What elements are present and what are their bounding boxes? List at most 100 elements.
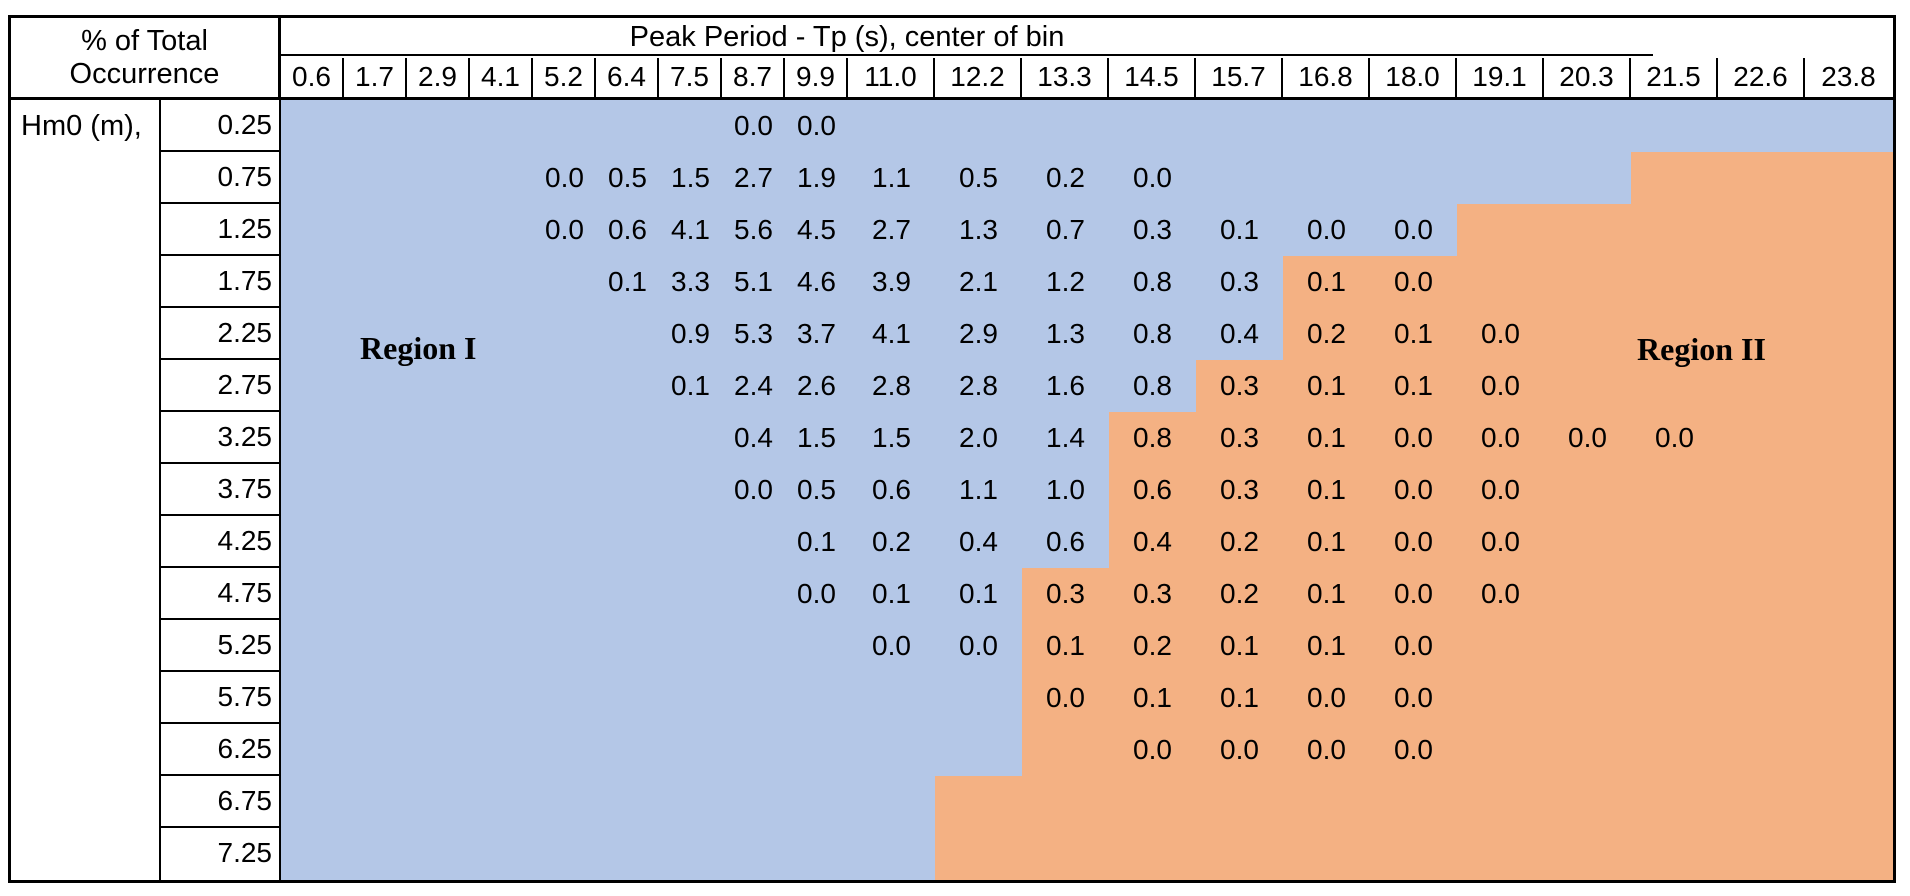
cell-hm0-3.75-tp-14.5: 0.6 bbox=[1109, 464, 1196, 516]
row-header-4.25: 4.25 bbox=[161, 516, 279, 568]
cell-hm0-3.75-tp-19.1: 0.0 bbox=[1457, 464, 1544, 516]
col-header-20.3: 20.3 bbox=[1544, 58, 1631, 97]
cell-hm0-7.25-tp-12.2 bbox=[935, 828, 1022, 880]
column-header-row: 0.6 1.7 2.9 4.1 5.2 6.4 7.5 8.7 9.9 11.0 12.2 13.3 1… bbox=[281, 58, 1893, 100]
row-header-2.25: 2.25 bbox=[161, 308, 279, 360]
cell-hm0-6.75-tp-0.6 bbox=[281, 776, 344, 828]
cell-hm0-4.25-tp-23.8 bbox=[1805, 516, 1893, 568]
cell-hm0-2.75-tp-8.7: 2.4 bbox=[722, 360, 785, 412]
cell-hm0-2.75-tp-5.2 bbox=[533, 360, 596, 412]
row-header-7.25: 7.25 bbox=[161, 828, 279, 880]
cell-hm0-5.25-tp-12.2: 0.0 bbox=[935, 620, 1022, 672]
cell-hm0-5.25-tp-2.9 bbox=[407, 620, 470, 672]
cell-hm0-4.75-tp-0.6 bbox=[281, 568, 344, 620]
cell-hm0-0.75-tp-20.3 bbox=[1544, 152, 1631, 204]
cell-hm0-2.75-tp-23.8 bbox=[1805, 360, 1893, 412]
cell-hm0-0.75-tp-21.5 bbox=[1631, 152, 1718, 204]
data-row-hm0-2.75: 0.1 2.4 2.6 2.8 2.8 1.6 0.8 0.3 0.1 0.1 0.0 bbox=[281, 360, 1893, 412]
cell-hm0-2.75-tp-4.1 bbox=[470, 360, 533, 412]
cell-hm0-1.75-tp-23.8 bbox=[1805, 256, 1893, 308]
cell-hm0-6.25-tp-7.5 bbox=[659, 724, 722, 776]
cell-hm0-3.75-tp-1.7 bbox=[344, 464, 407, 516]
cell-hm0-3.25-tp-16.8: 0.1 bbox=[1283, 412, 1370, 464]
cell-hm0-2.25-tp-20.3 bbox=[1544, 308, 1631, 360]
cell-hm0-4.75-tp-20.3 bbox=[1544, 568, 1631, 620]
cell-hm0-4.75-tp-16.8: 0.1 bbox=[1283, 568, 1370, 620]
cell-hm0-2.75-tp-0.6 bbox=[281, 360, 344, 412]
col-header-12.2: 12.2 bbox=[935, 58, 1022, 97]
cell-hm0-1.25-tp-13.3: 0.7 bbox=[1022, 204, 1109, 256]
cell-hm0-4.25-tp-21.5 bbox=[1631, 516, 1718, 568]
cell-hm0-5.25-tp-14.5: 0.2 bbox=[1109, 620, 1196, 672]
cell-hm0-1.25-tp-18.0: 0.0 bbox=[1370, 204, 1457, 256]
cell-hm0-5.75-tp-8.7 bbox=[722, 672, 785, 724]
cell-hm0-1.75-tp-13.3: 1.2 bbox=[1022, 256, 1109, 308]
cell-hm0-2.75-tp-14.5: 0.8 bbox=[1109, 360, 1196, 412]
data-row-hm0-3.25: 0.4 1.5 1.5 2.0 1.4 0.8 0.3 0.1 0.0 0.0 0.0 0.0 bbox=[281, 412, 1893, 464]
cell-hm0-5.75-tp-23.8 bbox=[1805, 672, 1893, 724]
cell-hm0-0.75-tp-4.1 bbox=[470, 152, 533, 204]
cell-hm0-6.75-tp-12.2 bbox=[935, 776, 1022, 828]
col-header-14.5: 14.5 bbox=[1109, 58, 1196, 97]
row-header-5.75: 5.75 bbox=[161, 672, 279, 724]
cell-hm0-5.25-tp-13.3: 0.1 bbox=[1022, 620, 1109, 672]
cell-hm0-3.75-tp-6.4 bbox=[596, 464, 659, 516]
row-header-1.75: 1.75 bbox=[161, 256, 279, 308]
cell-hm0-3.75-tp-9.9: 0.5 bbox=[785, 464, 848, 516]
cell-hm0-1.25-tp-11.0: 2.7 bbox=[848, 204, 935, 256]
cell-hm0-4.25-tp-8.7 bbox=[722, 516, 785, 568]
data-row-hm0-2.25: 0.9 5.3 3.7 4.1 2.9 1.3 0.8 0.4 0.2 0.1 0.0 bbox=[281, 308, 1893, 360]
cell-hm0-4.25-tp-12.2: 0.4 bbox=[935, 516, 1022, 568]
corner-header: % of Total Occurrence bbox=[11, 18, 281, 100]
cell-hm0-7.25-tp-14.5 bbox=[1109, 828, 1196, 880]
row-header-0.25: 0.25 bbox=[161, 100, 279, 152]
cell-hm0-5.25-tp-15.7: 0.1 bbox=[1196, 620, 1283, 672]
cell-hm0-0.75-tp-14.5: 0.0 bbox=[1109, 152, 1196, 204]
cell-hm0-1.75-tp-8.7: 5.1 bbox=[722, 256, 785, 308]
row-header-2.75: 2.75 bbox=[161, 360, 279, 412]
cell-hm0-2.25-tp-11.0: 4.1 bbox=[848, 308, 935, 360]
cell-hm0-5.25-tp-1.7 bbox=[344, 620, 407, 672]
cell-hm0-0.75-tp-2.9 bbox=[407, 152, 470, 204]
cell-hm0-5.25-tp-6.4 bbox=[596, 620, 659, 672]
cell-hm0-7.25-tp-7.5 bbox=[659, 828, 722, 880]
cell-hm0-1.25-tp-0.6 bbox=[281, 204, 344, 256]
cell-hm0-7.25-tp-22.6 bbox=[1718, 828, 1805, 880]
cell-hm0-6.75-tp-4.1 bbox=[470, 776, 533, 828]
cell-hm0-5.25-tp-0.6 bbox=[281, 620, 344, 672]
cell-hm0-3.75-tp-5.2 bbox=[533, 464, 596, 516]
cell-hm0-7.25-tp-16.8 bbox=[1283, 828, 1370, 880]
cell-hm0-3.75-tp-20.3 bbox=[1544, 464, 1631, 516]
col-header-6.4: 6.4 bbox=[596, 58, 659, 97]
col-header-21.5: 21.5 bbox=[1631, 58, 1718, 97]
cell-hm0-0.25-tp-12.2 bbox=[935, 100, 1022, 152]
cell-hm0-5.25-tp-18.0: 0.0 bbox=[1370, 620, 1457, 672]
cell-hm0-4.25-tp-9.9: 0.1 bbox=[785, 516, 848, 568]
cell-hm0-5.75-tp-4.1 bbox=[470, 672, 533, 724]
row-header-3.25: 3.25 bbox=[161, 412, 279, 464]
cell-hm0-5.75-tp-16.8: 0.0 bbox=[1283, 672, 1370, 724]
cell-hm0-1.75-tp-21.5 bbox=[1631, 256, 1718, 308]
cell-hm0-5.75-tp-12.2 bbox=[935, 672, 1022, 724]
cell-hm0-0.25-tp-18.0 bbox=[1370, 100, 1457, 152]
cell-hm0-4.25-tp-18.0: 0.0 bbox=[1370, 516, 1457, 568]
cell-hm0-5.25-tp-9.9 bbox=[785, 620, 848, 672]
cell-hm0-2.75-tp-6.4 bbox=[596, 360, 659, 412]
cell-hm0-2.25-tp-15.7: 0.4 bbox=[1196, 308, 1283, 360]
row-header-5.25: 5.25 bbox=[161, 620, 279, 672]
cell-hm0-5.75-tp-22.6 bbox=[1718, 672, 1805, 724]
cell-hm0-6.25-tp-11.0 bbox=[848, 724, 935, 776]
cell-hm0-2.25-tp-22.6 bbox=[1718, 308, 1805, 360]
cell-hm0-3.25-tp-0.6 bbox=[281, 412, 344, 464]
col-header-2.9: 2.9 bbox=[407, 58, 470, 97]
cell-hm0-5.75-tp-6.4 bbox=[596, 672, 659, 724]
cell-hm0-2.25-tp-16.8: 0.2 bbox=[1283, 308, 1370, 360]
cell-hm0-0.75-tp-0.6 bbox=[281, 152, 344, 204]
col-header-5.2: 5.2 bbox=[533, 58, 596, 97]
cell-hm0-1.25-tp-21.5 bbox=[1631, 204, 1718, 256]
cell-hm0-4.75-tp-21.5 bbox=[1631, 568, 1718, 620]
cell-hm0-2.25-tp-7.5: 0.9 bbox=[659, 308, 722, 360]
cell-hm0-7.25-tp-2.9 bbox=[407, 828, 470, 880]
data-row-hm0-5.75: 0.0 0.1 0.1 0.0 0.0 bbox=[281, 672, 1893, 724]
cell-hm0-3.75-tp-22.6 bbox=[1718, 464, 1805, 516]
